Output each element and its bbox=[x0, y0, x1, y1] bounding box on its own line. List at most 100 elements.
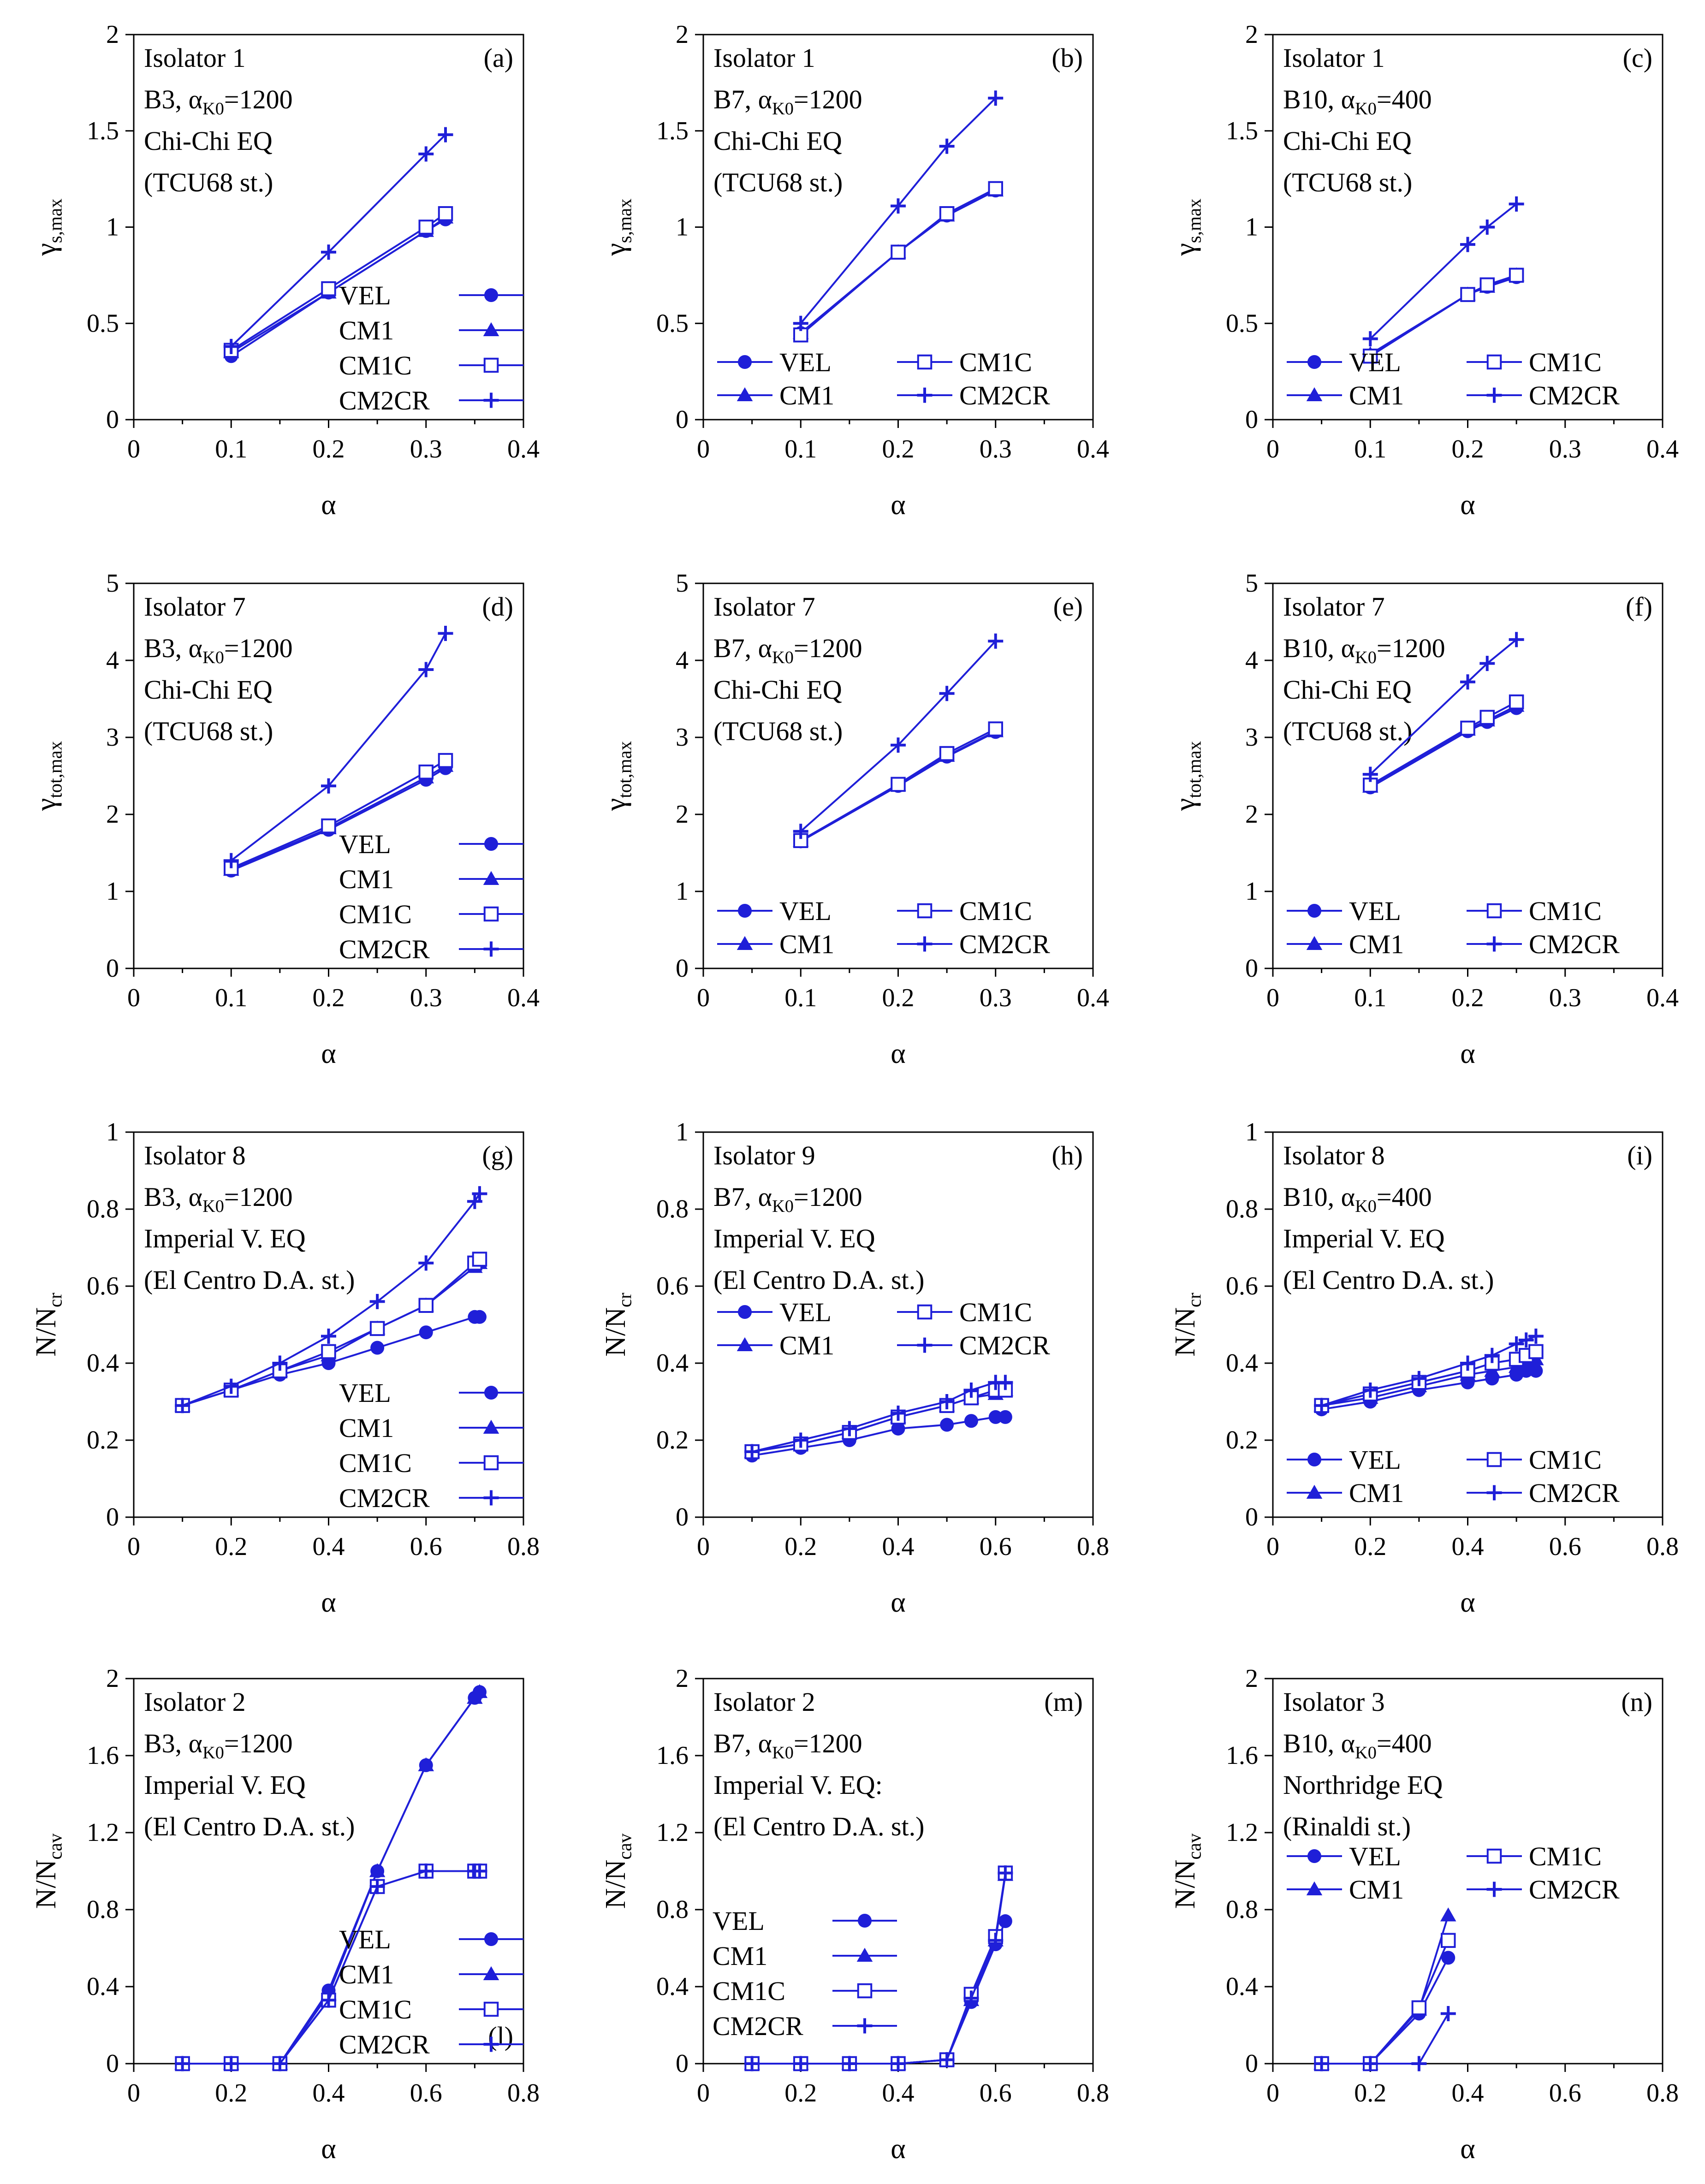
annotation-line: Isolator 8 bbox=[144, 1140, 246, 1170]
legend-marker bbox=[1307, 904, 1321, 918]
legend-label: CM2CR bbox=[1529, 380, 1620, 410]
legend-label: CM1C bbox=[1529, 1445, 1602, 1475]
legend-label: CM2CR bbox=[339, 1483, 430, 1513]
x-tick-label: 0.4 bbox=[1077, 984, 1109, 1012]
data-point-cm2cr bbox=[939, 2052, 955, 2068]
annotation-line: Imperial V. EQ bbox=[144, 1770, 306, 1800]
panel-label: (h) bbox=[1052, 1140, 1083, 1170]
y-tick-label: 0 bbox=[1245, 2049, 1258, 2078]
annotation-line: Northridge EQ bbox=[1283, 1770, 1443, 1800]
legend-marker bbox=[483, 1966, 499, 1980]
annotation-line: B7, αK0=1200 bbox=[713, 633, 862, 667]
annotation-line: Chi-Chi EQ bbox=[1283, 675, 1412, 705]
legend-marker bbox=[1307, 1453, 1321, 1466]
annotation-line: Chi-Chi EQ bbox=[144, 675, 273, 705]
data-point-cm2cr bbox=[1411, 2056, 1427, 2071]
data-point-cm1c bbox=[1460, 287, 1475, 302]
y-tick-label: 4 bbox=[106, 646, 119, 675]
annotation-line: B7, αK0=1200 bbox=[713, 1728, 862, 1763]
x-tick-label: 0.8 bbox=[1077, 2079, 1109, 2107]
x-axis-label: α bbox=[321, 489, 336, 521]
x-tick-label: 0.2 bbox=[882, 435, 915, 463]
y-tick-label: 0 bbox=[1245, 1503, 1258, 1531]
x-tick-label: 0.6 bbox=[1549, 2079, 1581, 2107]
x-axis-label: α bbox=[891, 1587, 905, 1618]
x-tick-label: 0.3 bbox=[980, 984, 1012, 1012]
y-tick-label: 0.5 bbox=[1226, 309, 1258, 338]
x-tick-label: 0.1 bbox=[215, 984, 247, 1012]
y-tick-label: 4 bbox=[1245, 646, 1258, 675]
legend-marker bbox=[857, 2018, 873, 2034]
x-tick-label: 0.1 bbox=[784, 435, 817, 463]
annotation-line: Chi-Chi EQ bbox=[1283, 126, 1412, 156]
annotation-line: B3, αK0=1200 bbox=[144, 633, 293, 667]
series-line-cm1 bbox=[1370, 705, 1517, 788]
series-line-cm2cr bbox=[1369, 639, 1517, 775]
y-tick-label: 2 bbox=[106, 1664, 119, 1693]
y-tick-label: 2 bbox=[106, 20, 119, 49]
series-line-cm1c bbox=[1321, 1351, 1537, 1407]
legend-marker bbox=[483, 2036, 499, 2052]
annotation-line: Chi-Chi EQ bbox=[144, 126, 273, 156]
y-tick-label: 2 bbox=[1245, 1664, 1258, 1693]
data-point-cm2cr bbox=[1460, 674, 1475, 690]
data-point-cm2cr bbox=[369, 1879, 385, 1894]
legend-label: CM2CR bbox=[1529, 929, 1620, 959]
y-tick-label: 2 bbox=[106, 800, 119, 829]
data-point-cm1c bbox=[1363, 348, 1378, 364]
data-point-cm2cr bbox=[321, 1992, 336, 2008]
data-point-cm2cr bbox=[1362, 1382, 1378, 1398]
data-point-vel bbox=[964, 1414, 978, 1428]
legend-marker bbox=[737, 936, 753, 950]
legend-label: VEL bbox=[339, 280, 391, 310]
data-point-cm2cr bbox=[175, 2056, 190, 2071]
x-tick-label: 0.4 bbox=[507, 984, 540, 1012]
x-tick-label: 0.2 bbox=[313, 435, 345, 463]
x-tick-label: 0.2 bbox=[1452, 435, 1484, 463]
x-tick-label: 0.3 bbox=[980, 435, 1012, 463]
legend-label: VEL bbox=[779, 1297, 832, 1327]
y-tick-label: 0.8 bbox=[87, 1195, 119, 1223]
x-tick-label: 0 bbox=[1266, 2079, 1279, 2107]
legend-marker bbox=[1306, 387, 1323, 401]
y-axis-label-group: γtot,max bbox=[1170, 741, 1205, 811]
x-tick-label: 0.2 bbox=[784, 2079, 817, 2107]
legend-label: CM1 bbox=[1349, 929, 1404, 959]
annotation-line: B7, αK0=1200 bbox=[713, 1182, 862, 1216]
data-point-cm2cr bbox=[467, 1193, 482, 1209]
data-point-vel bbox=[472, 1310, 487, 1324]
y-tick-label: 1.6 bbox=[656, 1741, 689, 1770]
legend-label: CM1C bbox=[959, 347, 1032, 377]
annotation-line: Isolator 1 bbox=[1283, 43, 1385, 73]
series-line-cm2cr bbox=[1321, 1335, 1537, 1407]
data-point-cm1 bbox=[418, 1757, 434, 1771]
x-tick-label: 0 bbox=[1266, 984, 1279, 1012]
y-tick-label: 1 bbox=[1245, 877, 1258, 906]
y-tick-label: 0 bbox=[676, 954, 689, 983]
data-point-cm2cr bbox=[418, 1255, 434, 1271]
data-point-cm2cr bbox=[891, 1406, 906, 1421]
y-tick-label: 1.5 bbox=[1226, 117, 1258, 145]
legend-label: CM1C bbox=[1529, 347, 1602, 377]
series-line-cm2cr bbox=[231, 633, 446, 861]
legend-label: CM1 bbox=[713, 1941, 767, 1971]
series-line-cm2cr bbox=[1369, 203, 1517, 340]
legend-label: CM1 bbox=[779, 1330, 834, 1360]
legend-marker bbox=[738, 355, 752, 369]
data-point-cm2cr bbox=[1509, 196, 1524, 212]
series-line-cm2cr bbox=[1321, 2013, 1449, 2065]
annotation-line: (TCU68 st.) bbox=[1283, 716, 1412, 746]
legend-marker bbox=[483, 322, 499, 336]
legend-label: CM2CR bbox=[1529, 1478, 1620, 1508]
data-point-cm2cr bbox=[963, 1382, 979, 1398]
panel-label: (f) bbox=[1626, 592, 1652, 622]
data-point-cm1c bbox=[321, 281, 336, 297]
y-tick-label: 0 bbox=[106, 954, 119, 983]
data-point-cm2cr bbox=[891, 198, 906, 214]
annotation-line: B3, αK0=1200 bbox=[144, 84, 293, 119]
x-tick-label: 0.2 bbox=[1354, 1532, 1386, 1561]
data-point-cm1c bbox=[891, 777, 906, 792]
data-point-cm2cr bbox=[1362, 331, 1378, 347]
chart-panel-d: 0 0.1 0.2 0.3 0.4 0 1 2 3 4 5 α γtot,max Isolator 7 B3… bbox=[30, 569, 540, 1069]
y-tick-label: 0.2 bbox=[656, 1426, 689, 1454]
